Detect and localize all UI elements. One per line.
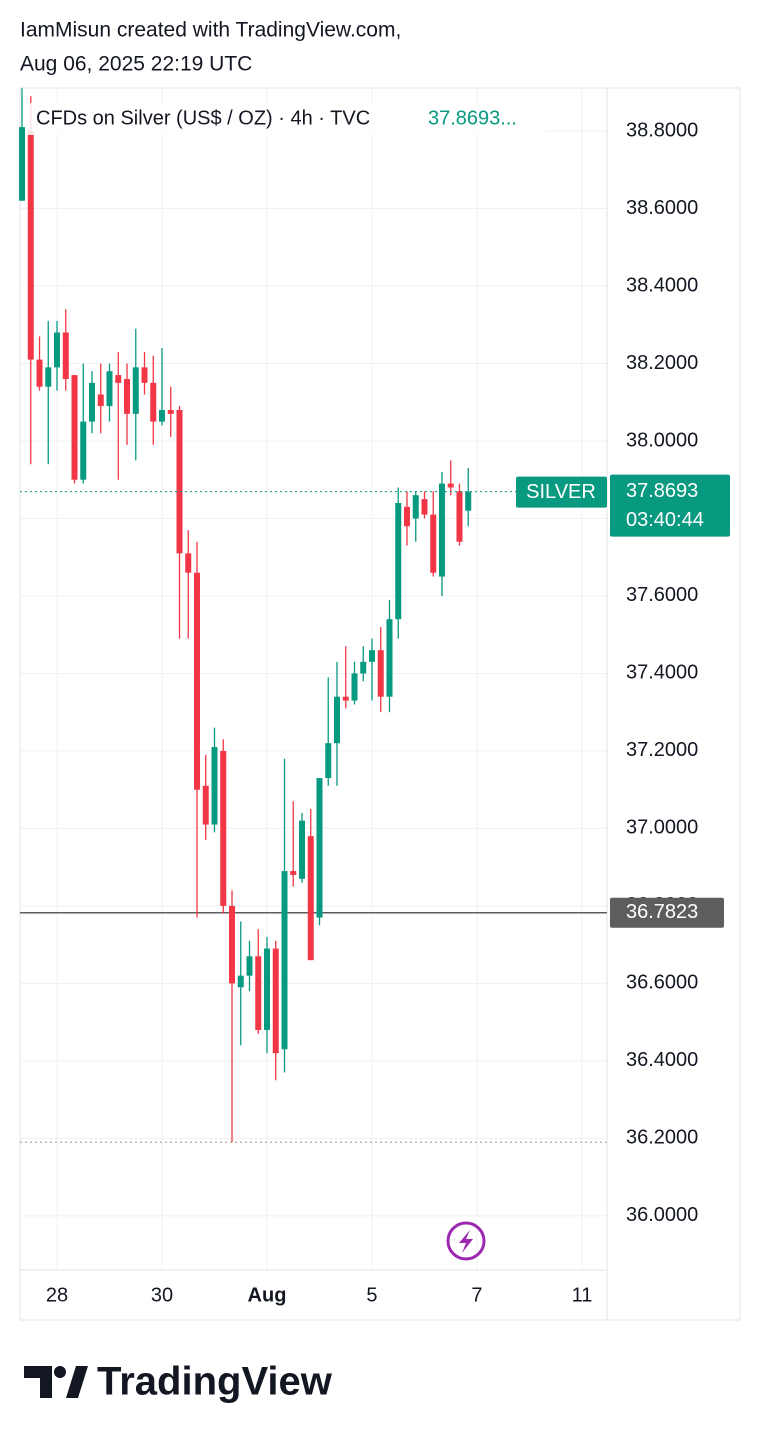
y-tick-label: 38.4000 — [626, 274, 698, 296]
candle-body — [281, 871, 288, 1050]
plot — [19, 88, 607, 1270]
candle-body — [403, 506, 410, 527]
candle-body — [106, 371, 113, 407]
candle-body — [132, 367, 139, 414]
candle-body — [97, 394, 104, 407]
y-tick-label: 36.4000 — [626, 1049, 698, 1071]
candle-body — [386, 619, 393, 697]
candle-body — [368, 650, 375, 662]
candle-body — [228, 905, 235, 984]
candle-body — [115, 375, 122, 383]
candle-body — [202, 785, 209, 825]
candle-body — [150, 382, 157, 422]
candle-body — [89, 382, 96, 422]
candle-body — [19, 127, 26, 201]
candle-body — [263, 948, 270, 1030]
candle-body — [62, 332, 69, 379]
x-tick-label: 7 — [471, 1284, 482, 1306]
symbol-label-bg — [516, 476, 607, 508]
header-line: IamMisun created with TradingView.com, — [20, 19, 401, 42]
candle-body — [159, 409, 166, 422]
candle-body — [333, 696, 340, 744]
lightning-icon — [446, 1221, 486, 1261]
candle-body — [298, 820, 305, 879]
legend: CFDs on Silver (US$ / OZ) · 4h · TVC — [36, 107, 370, 129]
brand-name: TradingView — [97, 1360, 333, 1404]
legend-bg — [26, 103, 546, 135]
candle-body — [80, 421, 87, 480]
candle-body — [412, 495, 419, 519]
candle-body — [71, 375, 78, 480]
x-tick-label: 30 — [151, 1284, 173, 1306]
candle-body — [351, 673, 358, 701]
candle-body — [316, 778, 323, 918]
candle-body — [377, 650, 384, 697]
candle-body — [124, 378, 131, 414]
y-tick-label: 36.6000 — [626, 972, 698, 994]
candle-body — [456, 491, 463, 542]
y-tick-label: 38.8000 — [626, 119, 698, 141]
y-tick-label: 38.6000 — [626, 197, 698, 219]
chart-frame — [19, 87, 741, 1321]
y-tick-label: 36.0000 — [626, 1204, 698, 1226]
x-tick-label: 28 — [46, 1284, 68, 1306]
candle-body — [430, 514, 437, 573]
candle-body — [246, 956, 253, 976]
price-label-bg — [610, 474, 730, 537]
candle-body — [342, 696, 349, 701]
candle-body — [272, 948, 279, 1054]
ref-label-bg — [610, 897, 724, 928]
y-tick-label: 37.0000 — [626, 817, 698, 839]
candle-body — [36, 359, 43, 387]
candle-body — [45, 367, 52, 387]
x-tick-label: 11 — [572, 1284, 593, 1306]
candle-body — [185, 553, 192, 573]
y-tick-label: 38.2000 — [626, 352, 698, 374]
candle-body — [237, 975, 244, 988]
candle-body — [255, 956, 262, 1030]
x-tick-label: 5 — [366, 1284, 377, 1306]
candle-body — [220, 750, 227, 906]
candle-body — [27, 131, 34, 360]
ref-label: 36.7823 — [626, 901, 698, 923]
symbol-label: SILVER — [526, 481, 596, 503]
candle-body — [447, 483, 454, 488]
candle-body — [325, 743, 332, 779]
candle-body — [54, 332, 61, 368]
candle-body — [211, 747, 218, 825]
candle-body — [194, 572, 201, 790]
legend-price: 37.8693... — [428, 107, 517, 129]
y-tick-label: 36.2000 — [626, 1127, 698, 1149]
candle-body — [395, 502, 402, 620]
y-tick-label: 37.2000 — [626, 739, 698, 761]
y-tick-label: 38.0000 — [626, 429, 698, 451]
header-line: Aug 06, 2025 22:19 UTC — [20, 53, 252, 76]
candle-body — [465, 491, 472, 511]
y-tick-label: 37.6000 — [626, 584, 698, 606]
countdown-label: 03:40:44 — [626, 509, 704, 531]
candle-body — [360, 661, 367, 674]
candle-body — [438, 483, 445, 577]
candle-body — [307, 836, 314, 961]
candle-body — [176, 409, 183, 554]
candle-body — [141, 367, 148, 383]
candle-body — [421, 499, 428, 515]
candle-body — [290, 871, 297, 875]
x-tick-label: Aug — [248, 1284, 287, 1306]
candle-body — [167, 409, 174, 414]
brand-logo — [24, 1366, 88, 1398]
y-tick-label: 37.4000 — [626, 662, 698, 684]
price-label: 37.8693 — [626, 480, 698, 502]
